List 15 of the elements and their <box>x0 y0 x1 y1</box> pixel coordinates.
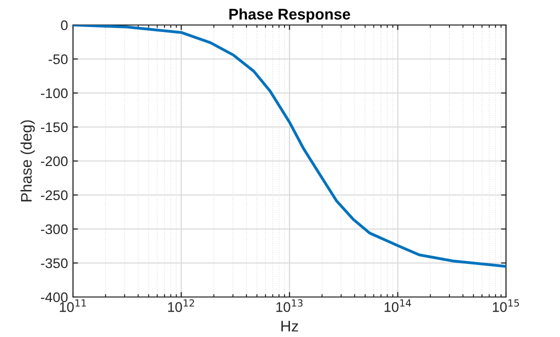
y-tick-label: -150 <box>40 122 68 132</box>
x-tick-label: 10$^{15}$ <box>492 299 519 312</box>
x-tick-label: 10$^{12}$ <box>168 299 194 312</box>
y-tick-label: -100 <box>40 88 68 98</box>
x-tick-label: 10$^{13}$ <box>276 299 303 312</box>
x-axis-title: Hz <box>281 320 298 332</box>
chart-title: Phase Response <box>229 8 350 23</box>
y-tick-label: 0 <box>60 20 68 30</box>
y-axis-title: Phase (deg) <box>20 120 35 202</box>
y-tick-label: -200 <box>40 156 68 166</box>
y-tick-label: -250 <box>40 190 68 200</box>
y-tick-label: -350 <box>40 258 68 268</box>
y-tick-label: -50 <box>48 54 68 64</box>
y-tick-label: -300 <box>40 224 68 234</box>
x-tick-label: 10$^{14}$ <box>384 299 411 312</box>
